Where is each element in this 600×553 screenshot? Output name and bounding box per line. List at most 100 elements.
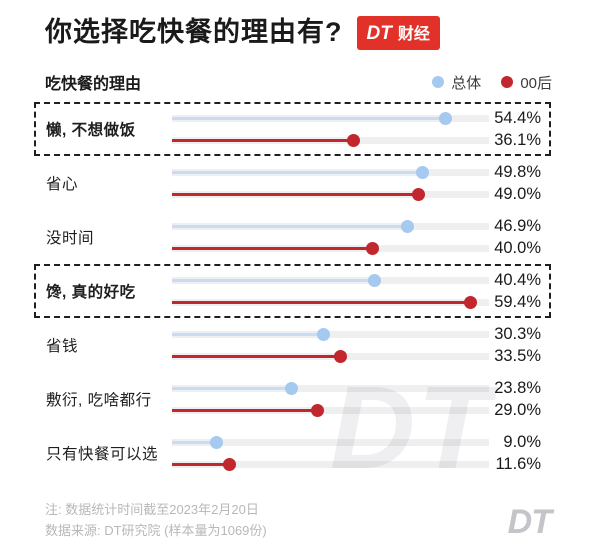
dt-footer-logo: DT	[507, 502, 552, 541]
bar-fill	[172, 462, 231, 466]
bar-fill	[172, 332, 325, 336]
footer-notes: 注: 数据统计时间截至2023年2月20日 数据来源: DT研究院 (样本量为1…	[45, 500, 267, 542]
bar-dot	[284, 381, 298, 395]
bar-总体: 9.0%	[172, 432, 541, 451]
bar-group: 40.4% 59.4%	[172, 270, 541, 311]
value-label: 54.4%	[494, 108, 541, 127]
bar-group: 46.9% 40.0%	[172, 216, 541, 257]
value-label: 11.6%	[495, 454, 541, 473]
footer-note-date: 注: 数据统计时间截至2023年2月20日	[45, 502, 259, 517]
bar-dot	[333, 349, 347, 363]
category-label: 省心	[46, 176, 79, 193]
value-label: 59.4%	[494, 292, 541, 311]
bar-fill	[172, 440, 218, 444]
dt-logo-text: DT	[366, 23, 392, 44]
bar-dot	[400, 219, 414, 233]
value-label: 40.0%	[494, 238, 541, 257]
bar-00后: 33.5%	[172, 346, 541, 365]
category-label: 只有快餐可以选	[46, 446, 159, 463]
bar-fill	[172, 116, 446, 120]
bar-track	[172, 295, 489, 309]
value-label: 9.0%	[503, 432, 541, 451]
bar-track	[172, 327, 489, 341]
legend-label-overall: 总体	[451, 74, 482, 92]
bar-track	[172, 165, 489, 179]
legend-item-post00: 00后	[501, 72, 552, 93]
bar-group: 9.0% 11.6%	[172, 432, 541, 473]
value-label: 49.0%	[494, 184, 541, 203]
chart-row: 省钱 30.3% 33.5%	[34, 318, 551, 372]
chart-row: 敷衍, 吃啥都行 23.8% 29.0%	[34, 372, 551, 426]
bar-track	[172, 241, 489, 255]
bar-dot	[368, 273, 382, 287]
value-label: 23.8%	[494, 378, 541, 397]
legend-dot-post00-icon	[501, 76, 514, 88]
bar-总体: 30.3%	[172, 325, 541, 343]
bar-dot	[366, 241, 380, 255]
footer-note-source: 数据来源: DT研究院 (样本量为1069份)	[45, 522, 267, 538]
bar-fill	[172, 354, 341, 358]
bar-track	[172, 457, 489, 471]
page-title: 你选择吃快餐的理由有?	[45, 17, 343, 48]
bar-fill	[172, 386, 292, 390]
chart-row: 没时间 46.9% 40.0%	[34, 210, 551, 264]
bar-track	[172, 349, 489, 363]
chart-row: 只有快餐可以选 9.0% 11.6%	[34, 426, 551, 480]
category-label: 没时间	[46, 230, 95, 247]
bar-group: 23.8% 29.0%	[172, 378, 541, 419]
value-label: 33.5%	[494, 346, 541, 365]
caijing-logo-text: 财经	[397, 26, 430, 43]
bar-fill	[172, 224, 408, 228]
bar-00后: 49.0%	[172, 184, 541, 203]
bar-dot	[346, 133, 360, 147]
category-label: 省钱	[46, 338, 79, 355]
bar-fill	[172, 408, 318, 412]
bar-group: 49.8% 49.0%	[172, 162, 541, 203]
category-label: 敷衍, 吃啥都行	[46, 392, 152, 409]
bar-track	[172, 111, 489, 125]
category-label: 懒, 不想做饭	[46, 122, 136, 139]
bar-00后: 59.4%	[172, 292, 541, 311]
bar-总体: 54.4%	[172, 108, 541, 127]
value-label: 46.9%	[494, 216, 541, 235]
bar-fill	[172, 170, 423, 174]
bar-00后: 40.0%	[172, 238, 541, 257]
bar-dot	[317, 327, 331, 341]
value-label: 29.0%	[494, 400, 541, 419]
bar-总体: 46.9%	[172, 216, 541, 235]
legend-dot-overall-icon	[432, 76, 445, 88]
chart-subheader: 吃快餐的理由 总体 00后	[0, 50, 600, 94]
bar-dot	[210, 435, 224, 449]
bar-track	[172, 133, 489, 147]
value-label: 40.4%	[494, 270, 541, 289]
bar-dot	[310, 403, 324, 417]
bar-00后: 36.1%	[172, 130, 541, 149]
bar-dot	[463, 295, 477, 309]
bar-00后: 11.6%	[172, 454, 541, 473]
chart-title: 吃快餐的理由	[45, 76, 142, 93]
bar-总体: 40.4%	[172, 270, 541, 289]
bar-track	[172, 187, 489, 201]
chart-row: 馋, 真的好吃 40.4% 59.4%	[34, 264, 551, 318]
bar-track	[172, 219, 489, 233]
footer: 注: 数据统计时间截至2023年2月20日 数据来源: DT研究院 (样本量为1…	[45, 500, 555, 542]
bar-dot	[415, 165, 429, 179]
category-label: 馋, 真的好吃	[46, 284, 136, 301]
bar-fill	[172, 192, 419, 196]
bar-fill	[172, 300, 471, 304]
bar-track	[172, 435, 489, 449]
bar-fill	[172, 246, 374, 250]
bar-track	[172, 273, 489, 287]
chart-row: 省心 49.8% 49.0%	[34, 156, 551, 210]
bar-00后: 29.0%	[172, 400, 541, 419]
header: 你选择吃快餐的理由有? DT 财经	[0, 0, 600, 50]
bar-group: 30.3% 33.5%	[172, 325, 541, 365]
bar-group: 54.4% 36.1%	[172, 108, 541, 149]
value-label: 36.1%	[494, 130, 541, 149]
bar-dot	[438, 111, 452, 125]
value-label: 49.8%	[494, 162, 541, 181]
bar-fill	[172, 278, 376, 282]
bar-track	[172, 381, 489, 395]
bar-总体: 49.8%	[172, 162, 541, 181]
